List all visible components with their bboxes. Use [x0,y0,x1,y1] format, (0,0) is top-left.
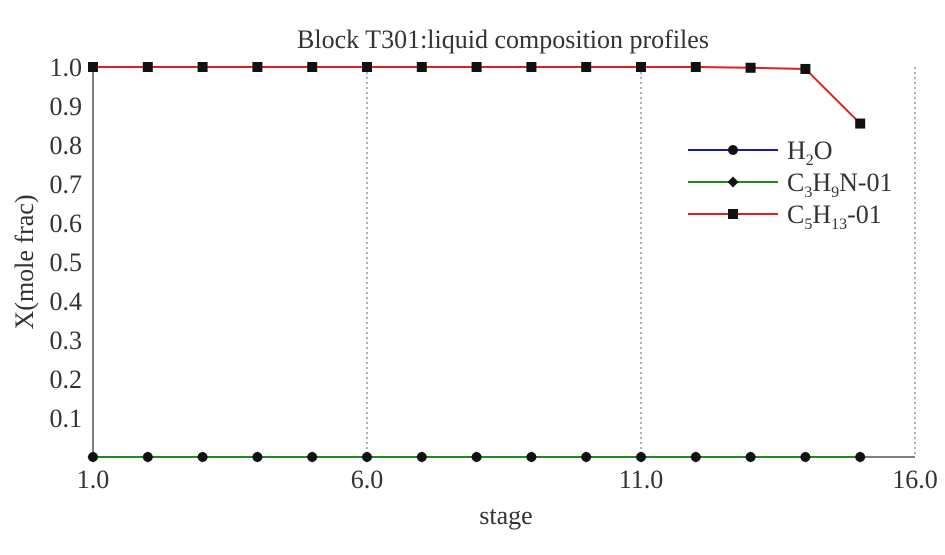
x-tick-label-11.0: 11.0 [619,465,664,494]
point-C3H9N-01-1 [87,451,99,463]
point-C3H9N-01-12 [690,451,702,463]
legend-label-C5H13-01: C5H13-01 [787,200,882,233]
legend-item-C3H9N-01: C3H9N-01 [688,168,893,201]
point-C3H9N-01-9 [525,451,537,463]
legend-label-H2O: H2O [787,136,833,169]
y-tick-label-0.5: 0.5 [50,248,83,277]
legend-item-C5H13-01: C5H13-01 [688,200,882,233]
x-tick-label-16.0: 16.0 [892,465,938,494]
y-tick-label-0.8: 0.8 [50,131,83,160]
point-C5H13-01-12 [690,62,701,72]
y-tick-label-0.1: 0.1 [50,404,83,433]
point-C5H13-01-7 [416,62,427,72]
point-C3H9N-01-7 [416,451,428,463]
tick-labels: 0.1 0.2 0.3 0.4 0.5 0.6 0.7 0.8 0.9 1.0 1.0 6.0 11.0… [50,53,938,494]
point-C3H9N-01-15 [854,451,866,463]
point-C5H13-01-2 [142,62,153,72]
series-C3H9N-01 [87,451,866,463]
point-C5H13-01-8 [471,62,482,72]
point-C5H13-01-4 [252,62,263,72]
point-C5H13-01-11 [636,62,646,72]
point-C5H13-01-15 [855,118,866,129]
point-C3H9N-01-10 [580,451,592,463]
y-tick-label-0.9: 0.9 [50,92,83,121]
point-C5H13-01-6 [362,62,372,72]
y-tick-label-0.6: 0.6 [50,209,83,238]
y-tick-label-0.7: 0.7 [50,170,83,199]
point-C3H9N-01-8 [471,451,483,463]
legend-marker-H2O [728,145,738,155]
y-tick-label-0.4: 0.4 [50,287,83,316]
point-C3H9N-01-3 [197,451,209,463]
y-tick-label-0.2: 0.2 [50,365,83,394]
point-C5H13-01-5 [307,62,318,72]
point-C5H13-01-3 [197,62,208,72]
x-tick-label-6.0: 6.0 [351,465,384,494]
point-C3H9N-01-11 [635,451,647,463]
x-axis-label: stage [479,501,532,530]
point-C5H13-01-1 [88,62,98,72]
series-line-C5H13-01 [93,66,861,125]
y-axis-label: X(mole frac) [10,195,39,330]
y-tick-label-1.0: 1.0 [50,53,83,82]
point-C5H13-01-10 [581,62,592,72]
data-series [87,62,866,463]
point-C5H13-01-14 [800,63,811,74]
point-C5H13-01-9 [526,62,537,72]
x-tick-label-1.0: 1.0 [77,465,110,494]
point-C3H9N-01-14 [799,451,811,463]
legend-item-H2O: H2O [688,136,833,169]
legend-marker-C5H13-01 [728,209,738,219]
gridlines [366,67,916,457]
point-C3H9N-01-4 [251,451,263,463]
point-C3H9N-01-5 [306,451,318,463]
point-C3H9N-01-6 [361,451,373,463]
axes [92,67,915,458]
point-C3H9N-01-13 [745,451,757,463]
point-C3H9N-01-2 [142,451,154,463]
legend-marker-C3H9N-01 [727,176,739,188]
y-tick-label-0.3: 0.3 [50,326,83,355]
chart-title: Block T301:liquid composition profiles [297,25,709,54]
point-C5H13-01-13 [745,62,756,73]
legend-label-C3H9N-01: C3H9N-01 [787,168,893,201]
series-C5H13-01 [88,62,866,129]
